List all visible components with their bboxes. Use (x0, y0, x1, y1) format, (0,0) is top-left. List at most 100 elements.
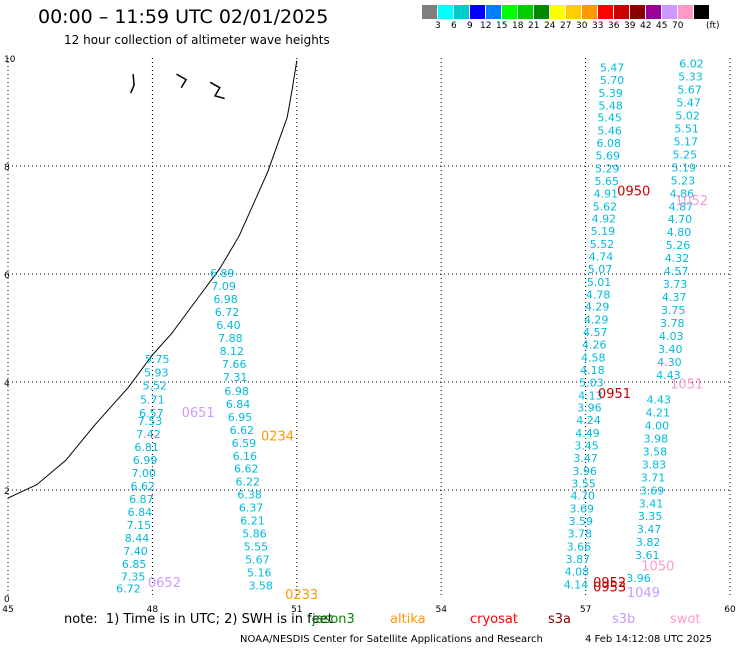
island-outline (176, 73, 188, 89)
wave-height-value: 5.69 (595, 150, 620, 163)
wave-height-value: 5.19 (591, 225, 616, 238)
wave-height-value: 3.59 (569, 515, 594, 528)
wave-height-value: 4.00 (645, 420, 670, 433)
wave-height-value: 4.91 (594, 187, 619, 200)
wave-height-value: 4.21 (646, 407, 671, 420)
wave-height-value: 3.83 (642, 458, 667, 471)
wave-height-value: 3.82 (636, 536, 661, 549)
scale-swatch (534, 5, 550, 19)
scale-label: 3 (435, 21, 441, 31)
scale-label: 70 (672, 21, 684, 31)
track-time-label: 1049 (627, 586, 660, 601)
scale-swatch (646, 5, 662, 19)
wave-height-value: 6.57 (139, 407, 164, 420)
scale-label: 18 (512, 21, 524, 31)
wave-height-value: 5.07 (588, 263, 613, 276)
wave-height-value: 4.03 (659, 330, 684, 343)
scale-label: 39 (624, 21, 636, 31)
wave-height-value: 5.62 (593, 200, 618, 213)
wave-height-value: 5.17 (673, 135, 698, 148)
wave-height-value: 6.62 (230, 424, 255, 437)
wave-height-value: 3.96 (577, 402, 602, 415)
wave-height-value: 4.74 (589, 251, 614, 264)
wave-height-value: 5.26 (666, 239, 691, 252)
wave-height-value: 6.21 (240, 515, 265, 528)
scale-swatch (438, 5, 454, 19)
wave-height-value: 4.49 (575, 427, 600, 440)
wave-height-value: 3.71 (641, 471, 666, 484)
legend-satellite-cryosat: cryosat (470, 612, 518, 627)
wave-height-value: 5.16 (247, 566, 272, 579)
wave-height-value: 7.31 (223, 371, 248, 384)
legend-satellite-swot: swot (670, 612, 701, 627)
track-time-label: 0652 (148, 576, 181, 591)
wave-height-value: 3.78 (568, 528, 593, 541)
scale-label: 6 (451, 21, 457, 31)
x-tick-label: 45 (2, 605, 13, 615)
wave-height-value: 5.55 (244, 540, 269, 553)
scale-swatch (662, 5, 678, 19)
wave-height-value: 5.93 (144, 367, 169, 380)
wave-height-value: 3.41 (639, 497, 664, 510)
units-note: note: 1) Time is in UTC; 2) SWH is in fe… (64, 612, 333, 627)
wave-height-value: 7.00 (131, 467, 156, 480)
wave-height-value: 8.12 (220, 345, 245, 358)
wave-height-value: 6.38 (237, 489, 262, 502)
wave-height-value: 5.47 (600, 62, 625, 75)
wave-height-value: 6.98 (224, 385, 249, 398)
track-time-label: 1052 (675, 194, 708, 209)
wave-height-value: 4.24 (576, 414, 601, 427)
y-tick-label: 2 (4, 487, 10, 497)
wave-height-value: 3.69 (640, 484, 665, 497)
wave-height-value: 5.75 (145, 353, 170, 366)
y-tick-label: 0 (4, 595, 10, 605)
wave-height-value: 4.87 (669, 200, 694, 213)
legend-satellite-jason3: jason3 (312, 612, 355, 627)
wave-height-value: 6.62 (234, 463, 259, 476)
wave-height-value: 6.40 (216, 319, 241, 332)
track-time-label: 1050 (641, 559, 674, 574)
x-tick-label: 54 (435, 605, 447, 615)
wave-height-value: 7.42 (136, 428, 161, 441)
wave-height-value: 4.86 (670, 187, 695, 200)
wave-height-value: 6.72 (116, 583, 141, 596)
wave-height-value: 5.39 (598, 87, 623, 100)
wave-height-value: 4.58 (581, 351, 606, 364)
scale-swatch (582, 5, 598, 19)
wave-height-value: 3.58 (248, 579, 273, 592)
scale-swatch (614, 5, 630, 19)
wave-height-value: 3.58 (643, 445, 668, 458)
wave-height-value: 6.59 (232, 437, 257, 450)
wave-height-value: 4.14 (564, 578, 589, 591)
wave-height-value: 6.16 (233, 450, 258, 463)
wave-height-value: 6.37 (239, 502, 264, 515)
wave-height-value: 3.55 (571, 477, 596, 490)
map-subtitle: 12 hour collection of altimeter wave hei… (64, 33, 330, 47)
color-scale-unit: (ft) (706, 21, 720, 31)
wave-height-value: 6.95 (228, 411, 253, 424)
wave-height-value: 4.32 (665, 252, 690, 265)
wave-height-value: 7.66 (222, 358, 247, 371)
wave-height-value: 5.02 (675, 110, 700, 123)
wave-height-value: 4.80 (667, 226, 692, 239)
scale-label: 45 (656, 21, 668, 31)
wave-height-value: 3.61 (635, 549, 660, 562)
wave-height-value: 3.75 (661, 304, 686, 317)
track-time-label: 1051 (670, 377, 703, 392)
wave-height-value: 7.35 (121, 571, 146, 584)
wave-height-value: 7.09 (211, 280, 236, 293)
legend-satellite-altika: altika (390, 612, 426, 627)
x-tick-label: 51 (291, 605, 302, 615)
scale-swatch (678, 5, 694, 19)
wave-height-value: 3.96 (572, 465, 597, 478)
scale-label: 42 (640, 21, 652, 31)
wave-height-value: 5.51 (674, 123, 699, 136)
wave-height-value: 4.29 (585, 301, 610, 314)
track-time-label: 0952 (593, 576, 626, 591)
wave-height-value: 4.92 (592, 213, 617, 226)
wave-height-value: 6.02 (679, 58, 704, 71)
wave-height-value: 3.73 (663, 278, 688, 291)
wave-height-value: 3.35 (638, 510, 663, 523)
track-time-label: 0950 (617, 185, 650, 200)
